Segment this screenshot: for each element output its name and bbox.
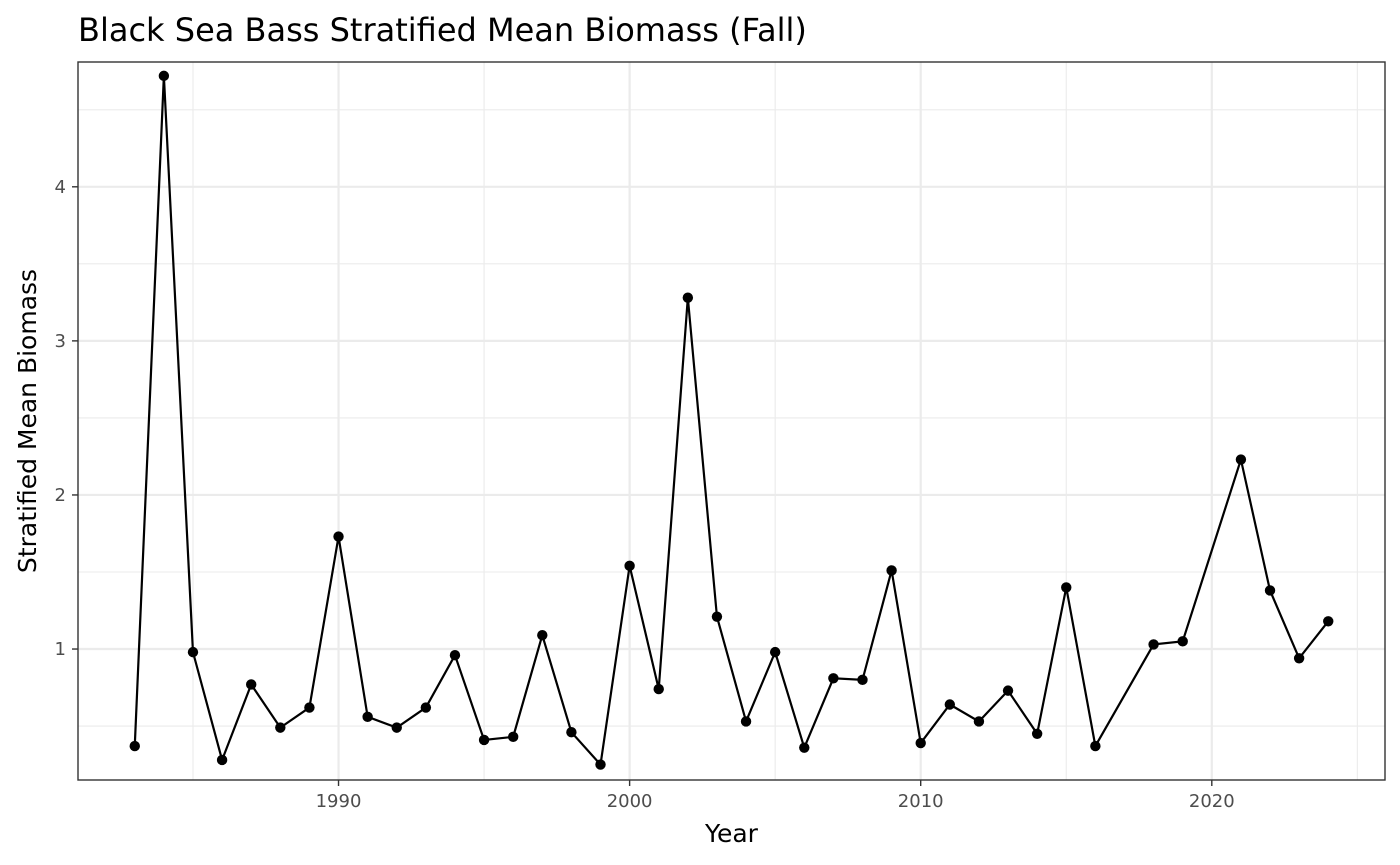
x-axis: 1990 2000 2010 2020	[316, 780, 1235, 812]
data-point	[216, 754, 228, 766]
y-axis: 1 2 3 4	[55, 177, 78, 660]
data-point	[682, 292, 694, 303]
data-point	[1090, 740, 1101, 752]
data-point	[1264, 585, 1276, 596]
data-point	[1148, 639, 1159, 650]
data-point	[333, 531, 344, 542]
data-point	[915, 737, 926, 749]
data-point	[1235, 454, 1247, 465]
plot-panel-border	[77, 61, 1386, 781]
data-point	[886, 565, 897, 576]
x-tick-label: 2000	[607, 791, 653, 812]
y-tick-label: 4	[55, 177, 66, 198]
data-point	[537, 629, 548, 641]
y-tick-label: 1	[55, 639, 66, 660]
x-tick-label: 2010	[898, 791, 944, 812]
data-point	[944, 699, 956, 710]
grid	[78, 62, 1385, 780]
data-point	[973, 716, 985, 727]
data-point	[129, 740, 140, 752]
data-point	[420, 702, 432, 713]
data-point	[595, 759, 606, 770]
data-point	[1061, 582, 1072, 593]
data-point	[507, 731, 519, 743]
data-point	[653, 683, 664, 695]
data-point	[1177, 636, 1188, 647]
data-point	[187, 646, 199, 658]
data-point	[857, 674, 868, 686]
data-point	[1031, 728, 1043, 739]
data-point	[1002, 685, 1014, 696]
data-point	[624, 560, 635, 572]
data-point	[769, 646, 781, 658]
series	[129, 70, 1334, 770]
data-point	[362, 711, 373, 723]
data-point	[304, 702, 315, 713]
data-point	[158, 70, 170, 82]
data-point	[478, 734, 490, 746]
y-axis-title: Stratified Mean Biomass	[13, 269, 42, 573]
data-point	[711, 611, 723, 622]
series-line	[133, 75, 1330, 768]
chart-title: Black Sea Bass Stratified Mean Biomass (…	[78, 11, 807, 49]
data-point	[275, 722, 286, 733]
data-point	[245, 679, 257, 690]
x-tick-label: 2020	[1189, 791, 1235, 812]
data-point	[449, 649, 461, 661]
data-point	[828, 673, 839, 684]
y-tick-label: 2	[55, 485, 66, 506]
data-point	[799, 742, 810, 753]
data-point	[391, 722, 402, 733]
data-point	[1323, 616, 1334, 627]
data-point	[740, 716, 752, 727]
data-point	[1293, 653, 1305, 664]
x-axis-title: Year	[704, 819, 759, 848]
x-tick-label: 1990	[316, 791, 362, 812]
data-point	[566, 727, 577, 738]
y-tick-label: 3	[55, 331, 66, 352]
